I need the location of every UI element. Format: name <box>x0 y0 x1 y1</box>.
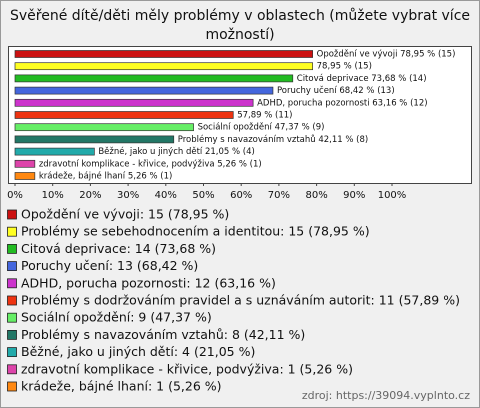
bar-label: zdravotní komplikace - křivice, podvýživ… <box>39 159 262 169</box>
chart-title: Svěřené dítě/děti měly problémy v oblast… <box>10 8 470 24</box>
bar-label: Poruchy učení 68,42 % (13) <box>277 85 395 96</box>
legend-swatch <box>7 381 17 392</box>
legend-label: Problémy s navazováním vztahů: 8 (42,11 … <box>21 327 305 342</box>
bar-label: Citová deprivace 73,68 % (14) <box>297 74 427 84</box>
bar <box>14 172 36 180</box>
legend-label: krádeže, bájné lhaní: 1 (5,26 %) <box>21 379 222 394</box>
legend-label: Sociální opoždění: 9 (47,37 %) <box>21 310 212 325</box>
source: zdroj: https://39094.vyplnto.cz <box>302 389 470 402</box>
legend-swatch <box>7 209 17 220</box>
legend-label: Problémy s dodržováním pravidel a s uzná… <box>21 293 460 308</box>
legend-swatch <box>7 312 17 323</box>
x-tick-label: 20% <box>79 190 101 201</box>
bar <box>14 159 36 168</box>
bar <box>14 123 194 132</box>
bar-label: Opoždění ve vývoji 78,95 % (15) <box>317 50 456 60</box>
x-tick-label: 30% <box>117 190 139 201</box>
legend-swatch <box>7 226 17 237</box>
bar <box>14 50 313 58</box>
legend-label: zdravotní komplikace - křivice, podvýživ… <box>21 361 353 376</box>
legend-label: Citová deprivace: 14 (73,68 %) <box>21 241 216 256</box>
bar-label: krádeže, bájné lhaní 5,26 % (1) <box>39 171 173 182</box>
legend-label: Problémy se sebehodnocením a identitou: … <box>21 224 370 239</box>
bar-label: Sociální opoždění 47,37 % (9) <box>198 123 325 133</box>
x-tick-label: 0% <box>7 190 23 201</box>
legend-swatch <box>7 278 17 289</box>
legend-swatch <box>7 243 17 254</box>
bar-label: Běžné, jako u jiných dětí 21,05 % (4) <box>98 146 255 157</box>
bar <box>14 86 274 95</box>
x-tick-label: 100% <box>378 190 407 201</box>
bar-label: ADHD, porucha pozornosti 63,16 % (12) <box>257 98 427 108</box>
bar-label: Problémy s navazováním vztahů 42,11 % (8… <box>178 134 368 145</box>
bar <box>14 62 313 71</box>
legend-label: Běžné, jako u jiných dětí: 4 (21,05 %) <box>21 344 255 359</box>
bar <box>14 74 294 83</box>
chart-title: možností) <box>205 27 274 43</box>
legend-label: ADHD, porucha pozornosti: 12 (63,16 %) <box>21 275 276 290</box>
legend-label: Opoždění ve vývoji: 15 (78,95 %) <box>21 207 229 222</box>
x-tick-label: 70% <box>268 190 290 201</box>
bar-label: 57,89 % (11) <box>237 111 292 121</box>
legend-swatch <box>7 295 17 306</box>
x-tick-label: 10% <box>42 190 64 201</box>
legend-swatch <box>7 347 17 358</box>
x-tick-label: 40% <box>155 190 177 201</box>
x-tick-label: 90% <box>343 190 365 201</box>
x-tick-label: 50% <box>192 190 214 201</box>
x-tick-label: 60% <box>230 190 252 201</box>
bar <box>14 135 175 144</box>
legend-label: Poruchy učení: 13 (68,42 %) <box>21 258 198 273</box>
legend-swatch <box>7 261 17 272</box>
bar-label: 78,95 % (15) <box>317 62 372 72</box>
legend-swatch <box>7 364 17 375</box>
bar <box>14 147 95 156</box>
bar <box>14 111 234 119</box>
bar <box>14 98 254 107</box>
x-tick-label: 80% <box>305 190 327 201</box>
legend-swatch <box>7 329 17 340</box>
